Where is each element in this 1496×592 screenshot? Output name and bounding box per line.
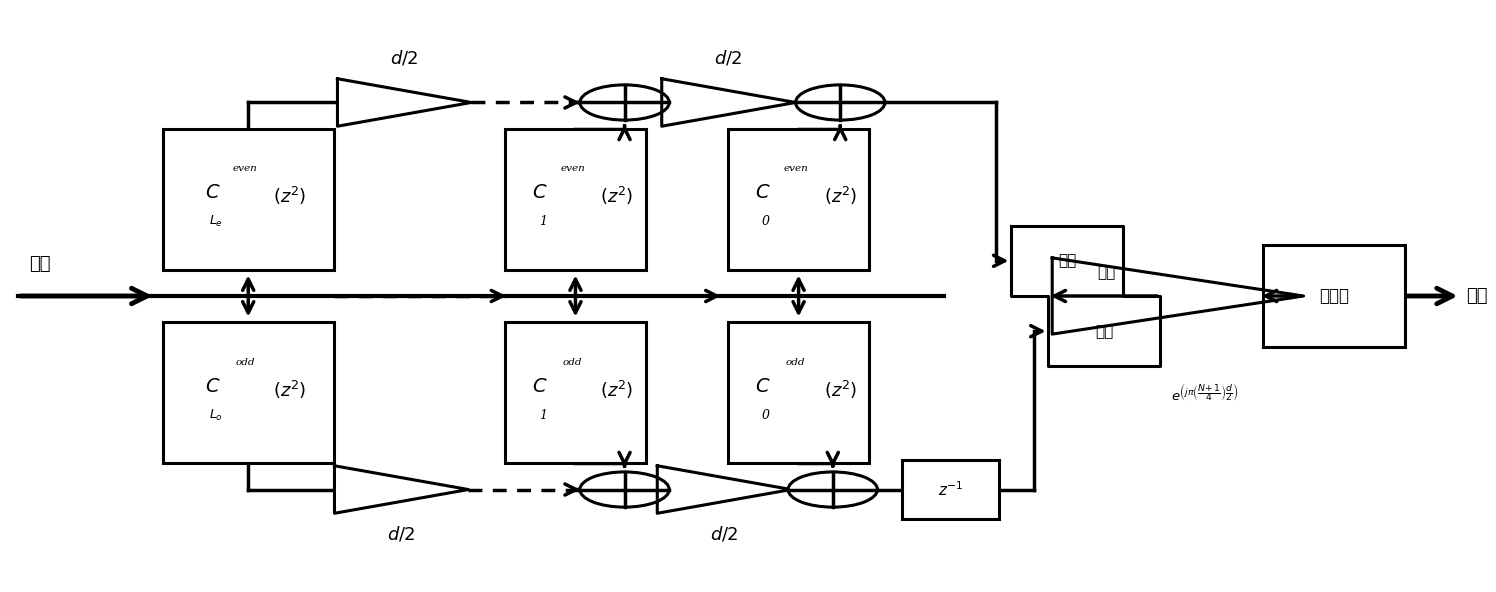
Text: $(z^2)$: $(z^2)$ — [600, 185, 634, 207]
Polygon shape — [335, 466, 468, 513]
Bar — [902, 460, 999, 519]
Text: odd: odd — [235, 358, 254, 367]
Text: 取实部: 取实部 — [1319, 287, 1349, 305]
Text: $(z^2)$: $(z^2)$ — [824, 185, 857, 207]
Text: $d/2$: $d/2$ — [390, 49, 419, 68]
Circle shape — [580, 472, 669, 507]
Text: $L_o$: $L_o$ — [208, 407, 223, 423]
Text: $C$: $C$ — [755, 378, 770, 396]
Text: even: even — [560, 164, 585, 173]
Text: even: even — [233, 164, 257, 173]
Text: $L_e$: $L_e$ — [208, 214, 223, 229]
Circle shape — [796, 85, 884, 120]
Polygon shape — [1052, 258, 1303, 334]
Text: even: even — [784, 164, 808, 173]
Bar — [163, 323, 334, 463]
Text: $C$: $C$ — [533, 378, 548, 396]
Text: $z^{-1}$: $z^{-1}$ — [938, 480, 963, 499]
Bar — [504, 129, 646, 269]
Text: $d/2$: $d/2$ — [387, 524, 416, 543]
Text: 输出: 输出 — [1466, 287, 1489, 305]
Bar — [729, 129, 869, 269]
Text: $(z^2)$: $(z^2)$ — [274, 379, 307, 401]
Text: $C$: $C$ — [205, 184, 220, 202]
Circle shape — [788, 472, 878, 507]
Polygon shape — [1011, 226, 1159, 366]
Text: $d/2$: $d/2$ — [715, 49, 744, 68]
Polygon shape — [661, 79, 796, 126]
Bar — [729, 323, 869, 463]
Text: 输入: 输入 — [30, 255, 51, 273]
Text: $C$: $C$ — [533, 184, 548, 202]
Text: 0: 0 — [761, 408, 770, 422]
Text: $(z^2)$: $(z^2)$ — [600, 379, 634, 401]
Polygon shape — [657, 466, 791, 513]
Text: 实部: 实部 — [1058, 253, 1076, 268]
Text: 复数: 复数 — [1097, 265, 1115, 280]
Text: 虚部: 虚部 — [1095, 324, 1113, 339]
Text: $(z^2)$: $(z^2)$ — [824, 379, 857, 401]
Polygon shape — [338, 79, 471, 126]
Text: odd: odd — [562, 358, 582, 367]
Text: $C$: $C$ — [205, 378, 220, 396]
Text: 1: 1 — [539, 408, 546, 422]
Text: 1: 1 — [539, 215, 546, 228]
Text: $(z^2)$: $(z^2)$ — [274, 185, 307, 207]
Circle shape — [580, 85, 669, 120]
Text: 0: 0 — [761, 215, 770, 228]
Bar — [504, 323, 646, 463]
Text: $C$: $C$ — [755, 184, 770, 202]
Text: odd: odd — [785, 358, 805, 367]
Bar — [163, 129, 334, 269]
Text: $e^{\left(j\pi\left(\dfrac{N\!+\!1}{4}\right)\dfrac{d}{2}\right)}$: $e^{\left(j\pi\left(\dfrac{N\!+\!1}{4}\r… — [1171, 382, 1239, 404]
Text: $d/2$: $d/2$ — [711, 524, 739, 543]
Bar — [1264, 244, 1405, 348]
